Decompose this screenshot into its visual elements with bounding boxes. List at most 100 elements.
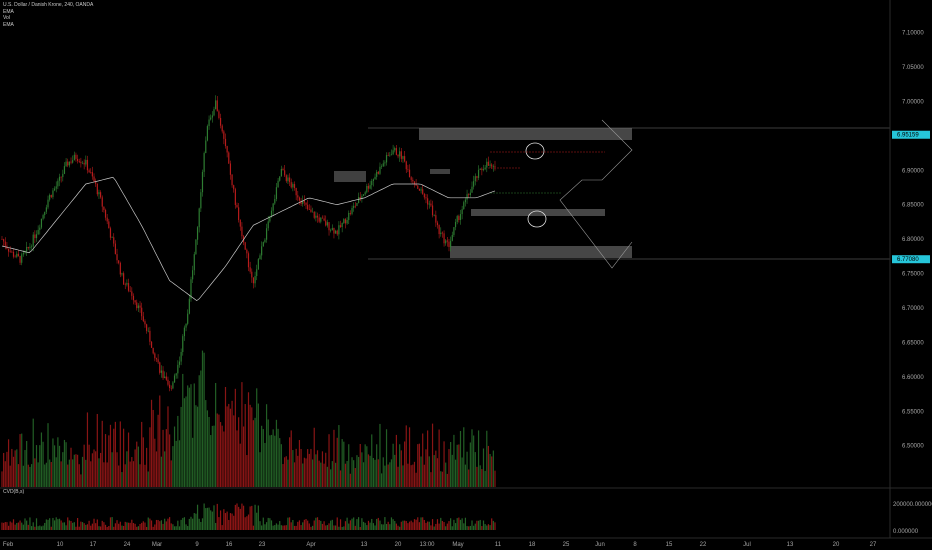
supply-zone[interactable] bbox=[419, 128, 632, 140]
time-tick-label: 13 bbox=[361, 542, 368, 548]
candle-body bbox=[371, 181, 373, 186]
volume-bar bbox=[182, 373, 184, 487]
candle-body bbox=[487, 161, 490, 166]
cvd-bar bbox=[67, 517, 69, 530]
cvd-bar bbox=[96, 519, 98, 530]
cvd-bar bbox=[390, 517, 393, 530]
volume-bar bbox=[446, 473, 448, 487]
volume-bar bbox=[397, 466, 399, 487]
cvd-bar bbox=[333, 525, 335, 530]
price-axis[interactable]: 7.100007.050007.000006.950006.900006.850… bbox=[0, 0, 932, 538]
cvd-bar bbox=[468, 526, 470, 530]
cvd-bar bbox=[298, 520, 301, 530]
candle-body bbox=[169, 384, 171, 389]
tiny-zone[interactable] bbox=[430, 169, 450, 174]
candle-body bbox=[165, 376, 167, 380]
volume-bar bbox=[443, 441, 445, 487]
candle-body bbox=[359, 197, 361, 200]
cvd-bar bbox=[377, 517, 379, 530]
cvd-bar bbox=[53, 520, 56, 530]
candle-body bbox=[303, 200, 305, 203]
cvd-bar bbox=[57, 519, 59, 530]
mid-zone[interactable] bbox=[471, 209, 605, 216]
volume-bar bbox=[473, 435, 475, 487]
candle-body bbox=[385, 155, 388, 163]
target-circle-lower[interactable] bbox=[527, 210, 547, 228]
candle-body bbox=[366, 186, 368, 193]
candle-body bbox=[372, 179, 374, 182]
candle-body bbox=[430, 203, 432, 206]
candle-body bbox=[491, 164, 493, 167]
cvd-bar bbox=[169, 517, 171, 530]
volume-bar bbox=[298, 440, 301, 487]
volume-bar bbox=[53, 445, 56, 487]
price-tick-label: 6.50000 bbox=[902, 444, 924, 450]
volume-bar bbox=[311, 459, 314, 487]
time-axis[interactable]: Feb 10 17 24 Mar 9 16 23 Apr 13 20 13:00 May 11 18 25 Ju… bbox=[0, 537, 932, 548]
projection-channel[interactable] bbox=[559, 119, 633, 269]
candle-body bbox=[98, 192, 100, 195]
price-tick-label: 7.05000 bbox=[902, 65, 924, 71]
cvd-bar bbox=[407, 523, 409, 530]
volume-bar bbox=[331, 461, 333, 487]
cvd-bar bbox=[75, 526, 77, 530]
cvd-bar bbox=[293, 525, 296, 530]
volume-bar bbox=[244, 404, 246, 487]
cvd-bar bbox=[11, 522, 13, 530]
cvd-bar bbox=[279, 521, 281, 530]
cvd-bar bbox=[124, 521, 126, 530]
cvd-bar bbox=[428, 521, 430, 530]
cvd-bar bbox=[50, 526, 52, 530]
candle-body bbox=[172, 382, 174, 389]
candle-body bbox=[157, 359, 159, 363]
demand-zone[interactable] bbox=[450, 246, 632, 258]
candle-body bbox=[270, 210, 273, 217]
cvd-bar bbox=[430, 525, 432, 530]
volume-bar bbox=[131, 457, 133, 487]
volume-bar bbox=[239, 443, 241, 487]
small-zone[interactable] bbox=[334, 171, 366, 182]
cvd-bar bbox=[316, 517, 319, 530]
candle-body bbox=[407, 169, 409, 170]
candle-body bbox=[60, 176, 62, 178]
candle-body bbox=[208, 119, 210, 127]
drawings[interactable] bbox=[334, 119, 890, 269]
candle-body bbox=[213, 109, 215, 116]
volume-bar bbox=[356, 455, 358, 487]
volume-bar bbox=[252, 420, 255, 487]
candle-body bbox=[330, 230, 332, 231]
volume-bar bbox=[428, 456, 430, 487]
volume-bar bbox=[359, 443, 361, 487]
price-tick-label: 6.90000 bbox=[902, 168, 924, 174]
cvd-bar bbox=[72, 522, 74, 530]
candle-body bbox=[458, 216, 460, 221]
candle-body bbox=[159, 362, 161, 373]
volume-bar bbox=[29, 466, 31, 487]
candle-body bbox=[287, 177, 289, 182]
volume-bar bbox=[111, 452, 113, 487]
cvd-bar bbox=[241, 503, 243, 530]
candle-body bbox=[167, 379, 169, 385]
cvd-bar bbox=[405, 521, 407, 530]
cvd-bar bbox=[280, 525, 282, 530]
cvd-bar bbox=[98, 526, 100, 530]
target-circle-upper[interactable] bbox=[525, 142, 545, 160]
cvd-bar bbox=[246, 516, 248, 530]
volume-bar bbox=[287, 459, 289, 487]
cvd-bar bbox=[265, 522, 268, 530]
candle-body bbox=[433, 215, 435, 216]
cvd-bar bbox=[4, 522, 6, 530]
cvd-bar bbox=[313, 520, 315, 530]
time-tick-label: 17 bbox=[90, 542, 97, 548]
cvd-bar bbox=[100, 526, 102, 530]
candle-body bbox=[101, 197, 103, 207]
volume-bar bbox=[353, 460, 355, 487]
volume-bar bbox=[50, 462, 52, 487]
candle-body bbox=[254, 276, 256, 284]
volume-bar bbox=[180, 406, 182, 487]
candle-body bbox=[233, 185, 235, 190]
volume-bar bbox=[11, 448, 13, 487]
time-tick-label: 25 bbox=[563, 542, 570, 548]
candle-body bbox=[425, 197, 427, 199]
